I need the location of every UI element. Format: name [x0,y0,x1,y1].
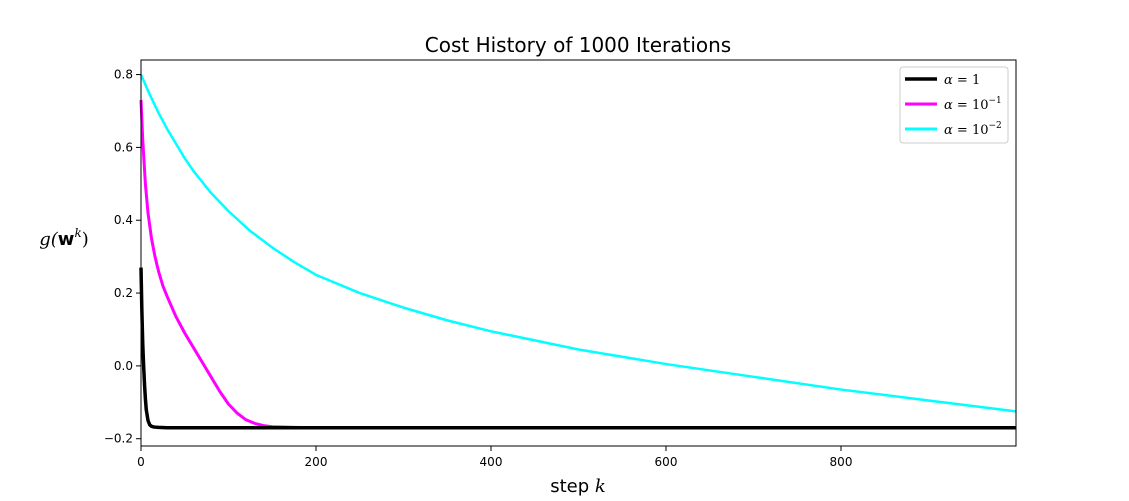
series-line-alpha-1 [139,267,1016,430]
series-line-alpha-1e-1 [139,99,1016,430]
chart-title: Cost History of 1000 Iterations [425,33,731,57]
y-axis-label-close: ) [82,229,89,250]
y-axis-label: g(wk) [39,226,89,250]
series-line-alpha-1e-2 [139,74,1017,413]
legend-box [899,66,1009,144]
y-tick-label: 0.0 [114,359,133,373]
y-axis-label-sup: k [74,226,81,240]
plot-frame [140,59,1017,447]
x-axis-label: step k [550,476,606,497]
x-tick-label: 400 [480,455,503,469]
x-tick-label: 600 [655,455,678,469]
x-tick-label: 200 [305,455,328,469]
x-tick-label: 800 [830,455,853,469]
y-axis-label-w: w [58,229,75,250]
y-tick-label: 0.2 [114,286,133,300]
y-axis-label-func: g( [39,229,59,250]
x-tick-label: 0 [137,455,145,469]
y-tick-label: 0.4 [114,213,133,227]
legend: α = 1 α = 10−1 α = 10−2 [899,66,1009,144]
x-axis: 0 200 400 600 800 [137,446,852,469]
y-tick-label: −0.2 [104,432,133,446]
y-tick-label: 0.8 [114,68,133,82]
y-tick-label: 0.6 [114,140,133,154]
x-axis-label-word: step [550,476,589,497]
x-axis-label-var: k [595,476,606,497]
y-axis: −0.2 0.0 0.2 0.4 0.6 0.8 [104,68,141,446]
legend-label-alpha-1: α = 1 [944,73,980,88]
legend-label-alpha-1e-2: α = 10−2 [944,121,1002,138]
plot-lines [139,74,1017,430]
legend-label-alpha-1e-1: α = 10−1 [944,96,1002,113]
